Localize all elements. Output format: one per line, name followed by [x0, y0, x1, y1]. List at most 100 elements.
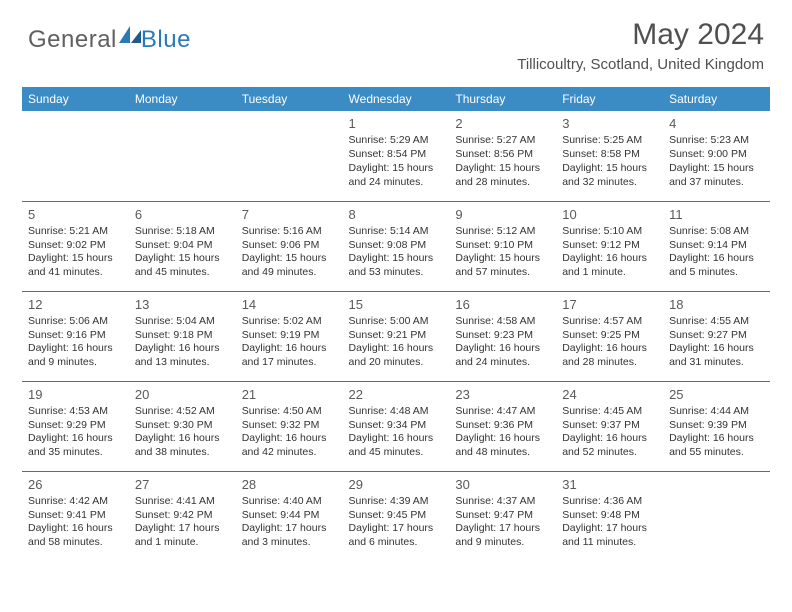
daylight-line: Daylight: 15 hours and 24 minutes. — [349, 162, 444, 190]
day-number: 31 — [562, 476, 657, 493]
sunrise-line: Sunrise: 4:57 AM — [562, 315, 657, 329]
sunset-line: Sunset: 9:14 PM — [669, 239, 764, 253]
daylight-line: Daylight: 17 hours and 3 minutes. — [242, 522, 337, 550]
day-number: 7 — [242, 206, 337, 223]
sunset-line: Sunset: 9:41 PM — [28, 509, 123, 523]
calendar-cell: 4Sunrise: 5:23 AMSunset: 9:00 PMDaylight… — [663, 111, 770, 201]
daylight-line: Daylight: 16 hours and 20 minutes. — [349, 342, 444, 370]
calendar-cell-empty — [236, 111, 343, 201]
calendar-cell: 21Sunrise: 4:50 AMSunset: 9:32 PMDayligh… — [236, 381, 343, 471]
sunset-line: Sunset: 8:58 PM — [562, 148, 657, 162]
sunrise-line: Sunrise: 4:50 AM — [242, 405, 337, 419]
day-header: Friday — [556, 87, 663, 111]
daylight-line: Daylight: 16 hours and 13 minutes. — [135, 342, 230, 370]
daylight-line: Daylight: 16 hours and 1 minute. — [562, 252, 657, 280]
sunset-line: Sunset: 9:30 PM — [135, 419, 230, 433]
daylight-line: Daylight: 16 hours and 48 minutes. — [455, 432, 550, 460]
logo-sail-icon — [119, 26, 141, 51]
calendar-cell: 17 Sunrise: 4:57 AMSunset: 9:25 PMDayligh… — [556, 291, 663, 381]
daylight-line: Daylight: 16 hours and 17 minutes. — [242, 342, 337, 370]
day-number: 28 — [242, 476, 337, 493]
calendar-row: 12Sunrise: 5:06 AMSunset: 9:16 PMDayligh… — [22, 291, 770, 381]
day-number: 27 — [135, 476, 230, 493]
sunset-line: Sunset: 9:37 PM — [562, 419, 657, 433]
daylight-line: Daylight: 16 hours and 28 minutes. — [562, 342, 657, 370]
day-number: 10 — [562, 206, 657, 223]
daylight-line: Daylight: 16 hours and 52 minutes. — [562, 432, 657, 460]
calendar-cell-empty — [129, 111, 236, 201]
daylight-line: Daylight: 16 hours and 58 minutes. — [28, 522, 123, 550]
sunrise-line: Sunrise: 5:02 AM — [242, 315, 337, 329]
day-number: 25 — [669, 386, 764, 403]
calendar-cell: 7Sunrise: 5:16 AMSunset: 9:06 PMDaylight… — [236, 201, 343, 291]
sunrise-line: Sunrise: 5:29 AM — [349, 134, 444, 148]
day-number: 19 — [28, 386, 123, 403]
daylight-line: Daylight: 17 hours and 1 minute. — [135, 522, 230, 550]
sunset-line: Sunset: 9:12 PM — [562, 239, 657, 253]
daylight-line: Daylight: 17 hours and 6 minutes. — [349, 522, 444, 550]
sunset-line: Sunset: 9:04 PM — [135, 239, 230, 253]
calendar-cell: 22Sunrise: 4:48 AMSunset: 9:34 PMDayligh… — [343, 381, 450, 471]
daylight-line: Daylight: 17 hours and 11 minutes. — [562, 522, 657, 550]
sunrise-line: Sunrise: 4:37 AM — [455, 495, 550, 509]
calendar-cell: 10 Sunrise: 5:10 AMSunset: 9:12 PMDayligh… — [556, 201, 663, 291]
sunset-line: Sunset: 9:47 PM — [455, 509, 550, 523]
calendar-header-row: SundayMondayTuesdayWednesdayThursdayFrid… — [22, 87, 770, 111]
sunrise-line: Sunrise: 4:36 AM — [562, 495, 657, 509]
calendar-row: 5Sunrise: 5:21 AMSunset: 9:02 PMDaylight… — [22, 201, 770, 291]
calendar-cell: 30 Sunrise: 4:37 AMSunset: 9:47 PMDayligh… — [449, 471, 556, 561]
sunset-line: Sunset: 9:39 PM — [669, 419, 764, 433]
daylight-line: Daylight: 16 hours and 5 minutes. — [669, 252, 764, 280]
day-number: 1 — [349, 115, 444, 132]
daylight-line: Daylight: 15 hours and 37 minutes. — [669, 162, 764, 190]
day-number: 26 — [28, 476, 123, 493]
calendar-cell: 8Sunrise: 5:14 AMSunset: 9:08 PMDaylight… — [343, 201, 450, 291]
day-number: 12 — [28, 296, 123, 313]
sunset-line: Sunset: 9:34 PM — [349, 419, 444, 433]
calendar-cell: 24Sunrise: 4:45 AMSunset: 9:37 PMDayligh… — [556, 381, 663, 471]
daylight-line: Daylight: 15 hours and 57 minutes. — [455, 252, 550, 280]
day-number: 23 — [455, 386, 550, 403]
sunrise-line: Sunrise: 5:21 AM — [28, 225, 123, 239]
sunset-line: Sunset: 9:16 PM — [28, 329, 123, 343]
sunrise-line: Sunrise: 4:41 AM — [135, 495, 230, 509]
daylight-line: Daylight: 15 hours and 45 minutes. — [135, 252, 230, 280]
sunrise-line: Sunrise: 4:45 AM — [562, 405, 657, 419]
day-number: 15 — [349, 296, 444, 313]
daylight-line: Daylight: 16 hours and 55 minutes. — [669, 432, 764, 460]
sunrise-line: Sunrise: 4:47 AM — [455, 405, 550, 419]
sunrise-line: Sunrise: 5:12 AM — [455, 225, 550, 239]
sunrise-line: Sunrise: 4:39 AM — [349, 495, 444, 509]
calendar-row: 19Sunrise: 4:53 AMSunset: 9:29 PMDayligh… — [22, 381, 770, 471]
daylight-line: Daylight: 17 hours and 9 minutes. — [455, 522, 550, 550]
sunrise-line: Sunrise: 4:42 AM — [28, 495, 123, 509]
calendar-cell: 23Sunrise: 4:47 AMSunset: 9:36 PMDayligh… — [449, 381, 556, 471]
day-number: 29 — [349, 476, 444, 493]
sunrise-line: Sunrise: 5:23 AM — [669, 134, 764, 148]
day-number: 30 — [455, 476, 550, 493]
calendar-cell: 6Sunrise: 5:18 AMSunset: 9:04 PMDaylight… — [129, 201, 236, 291]
sunset-line: Sunset: 9:25 PM — [562, 329, 657, 343]
sunrise-line: Sunrise: 5:10 AM — [562, 225, 657, 239]
sunset-line: Sunset: 9:06 PM — [242, 239, 337, 253]
calendar-cell: 31Sunrise: 4:36 AMSunset: 9:48 PMDayligh… — [556, 471, 663, 561]
calendar-cell: 5Sunrise: 5:21 AMSunset: 9:02 PMDaylight… — [22, 201, 129, 291]
sunset-line: Sunset: 9:10 PM — [455, 239, 550, 253]
day-number: 20 — [135, 386, 230, 403]
calendar-cell: 25Sunrise: 4:44 AMSunset: 9:39 PMDayligh… — [663, 381, 770, 471]
day-number: 22 — [349, 386, 444, 403]
daylight-line: Daylight: 16 hours and 35 minutes. — [28, 432, 123, 460]
daylight-line: Daylight: 15 hours and 32 minutes. — [562, 162, 657, 190]
sunrise-line: Sunrise: 5:25 AM — [562, 134, 657, 148]
logo-text-general: General — [28, 26, 117, 54]
daylight-line: Daylight: 15 hours and 49 minutes. — [242, 252, 337, 280]
sunrise-line: Sunrise: 4:55 AM — [669, 315, 764, 329]
logo: General Blue — [28, 26, 191, 54]
day-number: 17 — [562, 296, 657, 313]
calendar-row: 26Sunrise: 4:42 AMSunset: 9:41 PMDayligh… — [22, 471, 770, 561]
page-title: May 2024 — [517, 18, 764, 52]
sunset-line: Sunset: 9:27 PM — [669, 329, 764, 343]
sunrise-line: Sunrise: 5:04 AM — [135, 315, 230, 329]
day-number: 11 — [669, 206, 764, 223]
sunrise-line: Sunrise: 4:52 AM — [135, 405, 230, 419]
